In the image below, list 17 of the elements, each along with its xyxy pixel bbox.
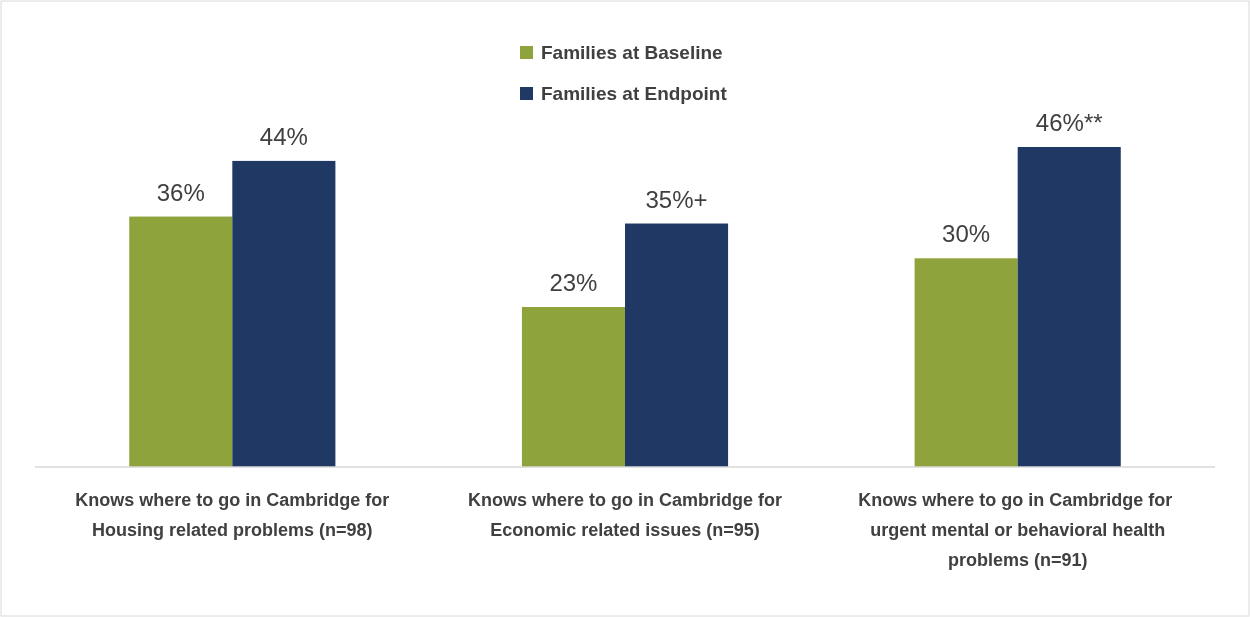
data-label: 44%: [259, 122, 308, 150]
x-tick-label: Knows where to go in Cambridge for Housing related problems (n=98): [75, 490, 390, 540]
bar: [625, 223, 729, 467]
data-label: 23%: [549, 269, 598, 296]
data-label: 35%+: [645, 185, 708, 213]
bar: [521, 307, 625, 467]
bar: [914, 258, 1018, 467]
bar: [1017, 147, 1121, 467]
data-label: 30%: [942, 220, 991, 248]
bar: [232, 160, 336, 467]
legend-label: Families at Endpoint: [541, 83, 728, 104]
data-label: 36%: [156, 178, 205, 206]
bar: [129, 216, 233, 467]
data-label: 46%**: [1035, 109, 1103, 136]
legend-label: Families at Baseline: [541, 42, 723, 63]
x-tick-label: Knows where to go in Cambridge for urgent mental or behavioral health problems (n=91): [858, 490, 1178, 570]
x-tick-label: Knows where to go in Cambridge for Economic related issues (n=95): [467, 490, 783, 540]
